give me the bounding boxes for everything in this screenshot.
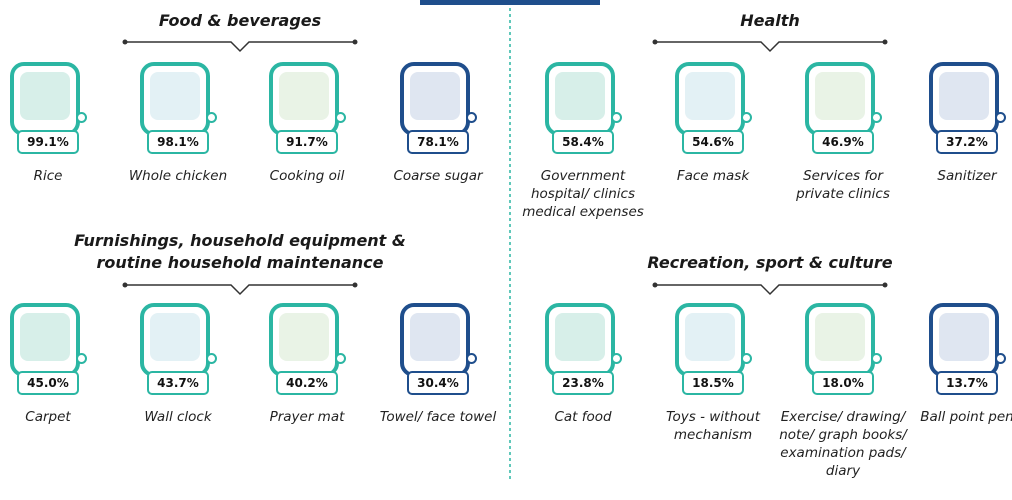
value-badge: 99.1% [17, 130, 79, 154]
item-icon [675, 303, 745, 377]
infographic: Food & beverages 99.1% Rice 98.1% Whole chic… [0, 0, 1012, 500]
bracket [125, 42, 355, 51]
bracket-end [883, 40, 888, 45]
icon-dot [335, 353, 346, 364]
item-label: Ball point pen [903, 408, 1012, 426]
item-icon [545, 62, 615, 136]
bracket-end [883, 283, 888, 288]
bracket [655, 42, 885, 51]
item-label: Carpet [0, 408, 112, 426]
icon-image [410, 72, 460, 120]
icon-dot [335, 112, 346, 123]
bracket-end [353, 283, 358, 288]
value-badge: 40.2% [276, 371, 338, 395]
section-title: Furnishings, household equipment & [20, 230, 460, 252]
item-icon [400, 303, 470, 377]
value-badge: 18.5% [682, 371, 744, 395]
icon-image [939, 313, 989, 361]
item-label: Cooking oil [243, 167, 371, 185]
icon-image [815, 313, 865, 361]
value-badge: 13.7% [936, 371, 998, 395]
item-icon [10, 62, 80, 136]
value-badge: 43.7% [147, 371, 209, 395]
bracket [655, 285, 885, 294]
icon-dot [871, 112, 882, 123]
icon-image [939, 72, 989, 120]
item-label: Sanitizer [903, 167, 1012, 185]
value-badge: 58.4% [552, 130, 614, 154]
icon-image [815, 72, 865, 120]
icon-image [150, 72, 200, 120]
bracket [125, 285, 355, 294]
bracket-end [653, 283, 658, 288]
value-badge: 46.9% [812, 130, 874, 154]
item-icon [400, 62, 470, 136]
item-label: Services for private clinics [779, 167, 907, 203]
value-badge: 98.1% [147, 130, 209, 154]
icon-dot [611, 353, 622, 364]
icon-dot [206, 112, 217, 123]
item-label: Coarse sugar [374, 167, 502, 185]
item-icon [545, 303, 615, 377]
icon-image [555, 72, 605, 120]
item-icon [10, 303, 80, 377]
section-title: Food & beverages [20, 10, 460, 32]
top-bar [420, 0, 600, 5]
icon-image [685, 72, 735, 120]
bracket-end [353, 40, 358, 45]
item-icon [140, 303, 210, 377]
value-badge: 30.4% [407, 371, 469, 395]
item-icon [805, 62, 875, 136]
value-badge: 37.2% [936, 130, 998, 154]
bracket-end [653, 40, 658, 45]
icon-dot [466, 353, 477, 364]
bracket-end [123, 283, 128, 288]
icon-image [685, 313, 735, 361]
icon-dot [995, 353, 1006, 364]
item-label: Cat food [519, 408, 647, 426]
item-label: Rice [0, 167, 112, 185]
item-icon [929, 62, 999, 136]
value-badge: 45.0% [17, 371, 79, 395]
icon-image [20, 72, 70, 120]
icon-dot [871, 353, 882, 364]
item-label: Wall clock [114, 408, 242, 426]
icon-dot [611, 112, 622, 123]
value-badge: 23.8% [552, 371, 614, 395]
icon-image [20, 313, 70, 361]
icon-dot [741, 112, 752, 123]
item-icon [140, 62, 210, 136]
icon-image [150, 313, 200, 361]
item-label: Exercise/ drawing/ note/ graph books/ ex… [779, 408, 907, 480]
item-label: Toys - without mechanism [649, 408, 777, 444]
icon-dot [76, 353, 87, 364]
item-label: Towel/ face towel [374, 408, 502, 426]
section-title: routine household maintenance [20, 252, 460, 274]
icon-dot [466, 112, 477, 123]
item-icon [675, 62, 745, 136]
item-icon [269, 303, 339, 377]
icon-dot [995, 112, 1006, 123]
item-label: Prayer mat [243, 408, 371, 426]
icon-dot [741, 353, 752, 364]
value-badge: 91.7% [276, 130, 338, 154]
item-label: Whole chicken [114, 167, 242, 185]
item-label: Face mask [649, 167, 777, 185]
value-badge: 78.1% [407, 130, 469, 154]
item-icon [269, 62, 339, 136]
icon-image [410, 313, 460, 361]
icon-image [279, 72, 329, 120]
item-icon [805, 303, 875, 377]
value-badge: 18.0% [812, 371, 874, 395]
section-title: Health [550, 10, 990, 32]
item-icon [929, 303, 999, 377]
value-badge: 54.6% [682, 130, 744, 154]
icon-dot [76, 112, 87, 123]
icon-image [555, 313, 605, 361]
bracket-end [123, 40, 128, 45]
section-title: Recreation, sport & culture [550, 252, 990, 274]
item-label: Government hospital/ clinics medical exp… [519, 167, 647, 221]
icon-image [279, 313, 329, 361]
icon-dot [206, 353, 217, 364]
